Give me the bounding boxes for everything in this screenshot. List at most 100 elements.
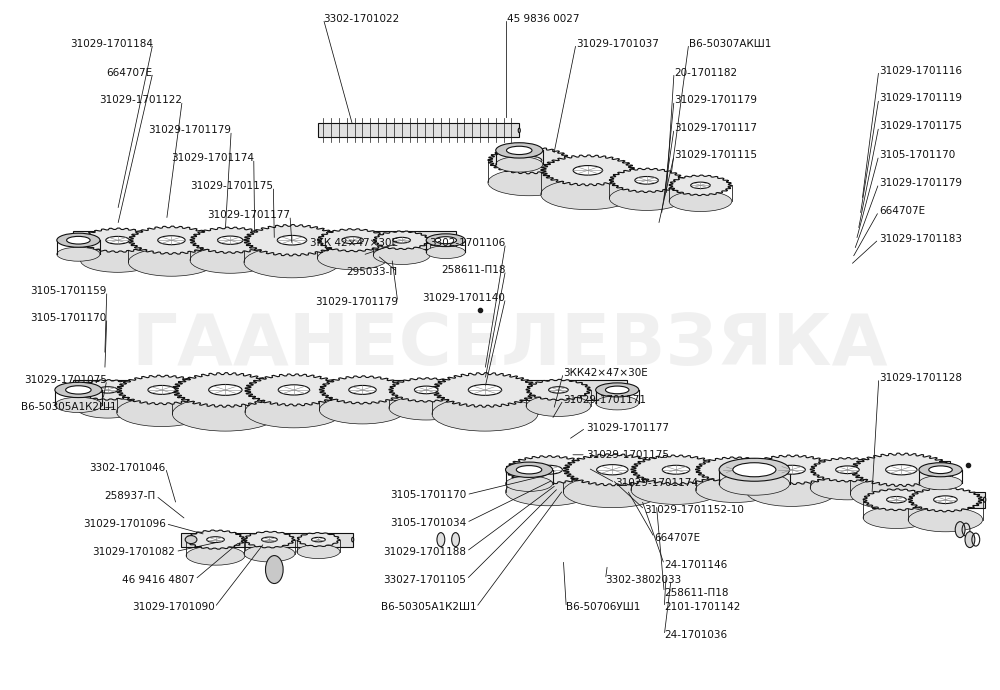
Polygon shape <box>631 455 721 484</box>
Ellipse shape <box>850 477 952 511</box>
Ellipse shape <box>518 128 520 132</box>
Ellipse shape <box>148 386 175 395</box>
Polygon shape <box>863 489 930 511</box>
Text: 258611-П18: 258611-П18 <box>664 587 729 598</box>
Text: 31029-1701140: 31029-1701140 <box>423 293 506 303</box>
Text: 20-1701182: 20-1701182 <box>674 68 737 77</box>
Ellipse shape <box>723 466 747 473</box>
Text: 31029-1701184: 31029-1701184 <box>70 39 153 48</box>
Text: 31029-1701090: 31029-1701090 <box>132 602 215 613</box>
Polygon shape <box>128 226 215 254</box>
Ellipse shape <box>836 466 859 473</box>
Text: 3302-1701046: 3302-1701046 <box>89 463 166 473</box>
Text: 31029-1701177: 31029-1701177 <box>586 423 669 433</box>
Polygon shape <box>563 454 661 486</box>
Ellipse shape <box>317 247 388 270</box>
Text: 31029-1701174: 31029-1701174 <box>171 153 254 164</box>
Ellipse shape <box>506 477 592 506</box>
Text: 31029-1701075: 31029-1701075 <box>24 375 107 385</box>
Ellipse shape <box>507 146 532 155</box>
Polygon shape <box>669 175 732 195</box>
Ellipse shape <box>886 464 917 475</box>
Text: 295033-П: 295033-П <box>347 267 398 277</box>
Ellipse shape <box>983 497 986 502</box>
Ellipse shape <box>426 234 465 246</box>
Ellipse shape <box>747 477 837 506</box>
Bar <box>318 124 519 137</box>
Ellipse shape <box>635 177 658 184</box>
Polygon shape <box>317 229 388 252</box>
Ellipse shape <box>549 386 568 393</box>
Ellipse shape <box>778 465 805 474</box>
Ellipse shape <box>908 508 983 532</box>
Text: 3105-1701159: 3105-1701159 <box>30 286 107 296</box>
Ellipse shape <box>887 497 906 503</box>
Text: 664707Е: 664707Е <box>879 206 925 216</box>
Ellipse shape <box>919 475 962 490</box>
Ellipse shape <box>128 248 215 276</box>
Text: 3105-1701170: 3105-1701170 <box>31 313 107 323</box>
Ellipse shape <box>934 496 957 504</box>
Polygon shape <box>488 147 570 174</box>
Text: 31029-1701174: 31029-1701174 <box>615 477 698 488</box>
Ellipse shape <box>106 237 129 244</box>
Ellipse shape <box>965 531 975 548</box>
Ellipse shape <box>454 237 457 243</box>
Ellipse shape <box>76 397 139 418</box>
Text: 31029-1701179: 31029-1701179 <box>148 126 231 135</box>
Ellipse shape <box>452 533 459 546</box>
Ellipse shape <box>297 544 340 559</box>
Polygon shape <box>810 457 885 482</box>
Bar <box>73 231 456 249</box>
Ellipse shape <box>929 466 952 473</box>
Ellipse shape <box>919 463 962 477</box>
Polygon shape <box>747 455 837 484</box>
Text: 3КК 42×47×30Е: 3КК 42×47×30Е <box>310 238 398 248</box>
Text: 31029-1701082: 31029-1701082 <box>92 546 175 557</box>
Polygon shape <box>373 231 430 250</box>
Polygon shape <box>172 373 278 407</box>
Text: ГААНЕСЕЛЕВЗЯКА: ГААНЕСЕЛЕВЗЯКА <box>131 310 888 380</box>
Text: 31029-1701175: 31029-1701175 <box>879 121 962 131</box>
Ellipse shape <box>488 169 570 196</box>
Text: 31029-1701188: 31029-1701188 <box>383 546 466 557</box>
Ellipse shape <box>319 396 406 424</box>
Text: 46 9416 4807: 46 9416 4807 <box>122 575 195 584</box>
Ellipse shape <box>207 537 224 542</box>
Polygon shape <box>186 530 245 549</box>
Ellipse shape <box>266 555 283 584</box>
Text: 2101-1701142: 2101-1701142 <box>664 602 741 613</box>
Text: 31029-1701096: 31029-1701096 <box>83 519 166 529</box>
Ellipse shape <box>541 179 635 210</box>
Text: 3КК42×47×30Е: 3КК42×47×30Е <box>563 368 648 378</box>
Text: 33027-1701105: 33027-1701105 <box>383 575 466 584</box>
Ellipse shape <box>117 397 207 426</box>
Ellipse shape <box>563 475 661 508</box>
Ellipse shape <box>57 233 100 247</box>
Ellipse shape <box>277 235 307 245</box>
Ellipse shape <box>244 545 295 562</box>
Ellipse shape <box>573 166 603 175</box>
Text: 3105-1701170: 3105-1701170 <box>390 490 466 500</box>
Ellipse shape <box>955 522 965 538</box>
Text: 3105-1701034: 3105-1701034 <box>390 518 466 528</box>
Polygon shape <box>297 533 340 546</box>
Ellipse shape <box>98 386 118 393</box>
Ellipse shape <box>352 538 354 542</box>
Text: 664707Е: 664707Е <box>107 68 153 77</box>
Polygon shape <box>244 531 295 548</box>
Ellipse shape <box>244 246 340 278</box>
Text: 24-1701036: 24-1701036 <box>664 631 727 640</box>
Ellipse shape <box>733 463 776 477</box>
Polygon shape <box>850 453 952 486</box>
Bar <box>519 461 950 479</box>
Ellipse shape <box>373 246 430 264</box>
Text: 45 9836 0027: 45 9836 0027 <box>507 14 579 23</box>
Text: 258937-П: 258937-П <box>105 491 156 501</box>
Text: В6-50307АКШ1: В6-50307АКШ1 <box>689 39 771 48</box>
Text: 31029-1701115: 31029-1701115 <box>674 150 757 160</box>
Ellipse shape <box>55 397 102 413</box>
Ellipse shape <box>496 143 543 158</box>
Polygon shape <box>541 155 635 186</box>
Ellipse shape <box>437 533 445 546</box>
